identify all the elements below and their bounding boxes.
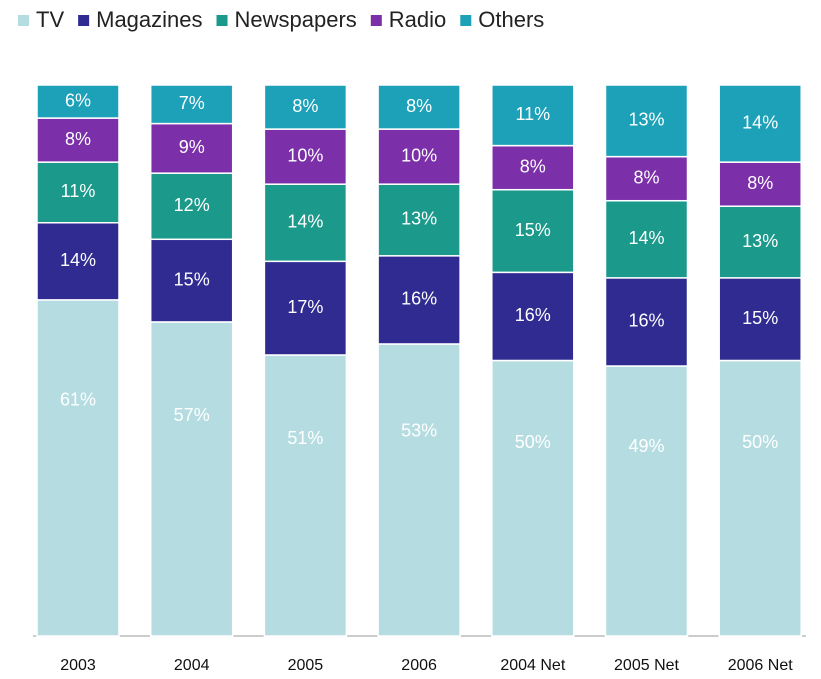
x-tick-label: 2006 Net [728,657,793,674]
value-label: 61% [60,389,96,409]
value-label: 10% [401,145,437,165]
bar-segment [149,172,234,241]
bar-segment [377,183,461,257]
value-label: 17% [287,297,323,317]
legend-label: Magazines [96,7,202,32]
value-label: 14% [60,250,96,270]
x-tick-label: 2004 [174,657,210,674]
value-label: 8% [747,173,773,193]
bar-segment [149,122,234,174]
value-label: 8% [65,129,91,149]
x-tick-label: 2003 [60,657,96,674]
value-label: 50% [742,432,778,452]
bar-segment [604,277,689,367]
value-label: 8% [520,156,546,176]
bar-segment [36,161,120,224]
value-label: 14% [287,212,323,232]
bar-segment [491,359,575,637]
legend-label: Newspapers [235,7,357,32]
bar-segment [149,321,234,637]
value-label: 50% [515,432,551,452]
x-tick-label: 2004 Net [500,657,565,674]
value-label: 11% [61,181,96,201]
value-label: 15% [742,308,778,328]
bar-segment [36,222,120,301]
value-label: 57% [174,405,210,425]
legend-swatch [216,15,228,26]
bar-segment [491,144,575,191]
value-label: 8% [406,96,432,116]
bar-segment [491,271,575,362]
bar-segment [263,183,348,263]
bar-segment [491,188,575,274]
x-tick-label: 2006 [401,657,437,674]
bar-segment [263,354,348,637]
bar-segment [718,359,802,637]
value-label: 16% [628,311,664,331]
value-label: 16% [401,289,437,309]
bar-segment [604,155,689,202]
legend-swatch [370,15,382,26]
bar-segment [263,84,348,130]
legend-swatch [460,15,472,26]
bar-segment [491,84,575,147]
bar-segment [36,84,120,119]
legend-swatch [18,15,29,26]
bar-segment [36,299,120,637]
value-label: 14% [742,112,778,132]
legend-swatch [78,15,90,26]
legend-label: Others [478,7,544,32]
bar-segment [718,161,802,207]
bar-segment [604,84,689,158]
bar-segment [149,84,234,125]
value-label: 11% [515,104,550,124]
bar-segment [149,238,234,323]
bar-segment [377,84,461,130]
value-label: 10% [287,145,323,165]
value-label: 12% [174,195,210,215]
bar-segment [377,343,461,637]
bar-segment [263,128,348,185]
value-label: 9% [179,137,205,157]
value-label: 7% [179,93,205,113]
bar-segment [604,199,689,279]
value-label: 8% [633,167,659,187]
bar-segment [604,365,689,637]
value-label: 13% [628,110,664,130]
x-tick-label: 2005 [288,657,324,674]
value-label: 14% [628,228,664,248]
value-label: 8% [292,96,318,116]
value-label: 51% [287,428,323,448]
bar-segment [718,84,802,163]
bar-segment [377,128,461,185]
value-label: 13% [401,209,437,229]
value-label: 6% [65,90,91,110]
legend-label: Radio [389,7,446,32]
legend-label: TV [36,7,64,32]
bar-segment [718,205,802,279]
bar-segment [377,255,461,345]
value-label: 53% [401,420,437,440]
bar-segment [263,260,348,356]
x-tick-label: 2005 Net [614,657,679,674]
value-label: 49% [628,436,664,456]
value-label: 15% [515,220,551,240]
value-label: 13% [742,231,778,251]
value-label: 16% [515,305,551,325]
value-label: 15% [174,269,210,289]
